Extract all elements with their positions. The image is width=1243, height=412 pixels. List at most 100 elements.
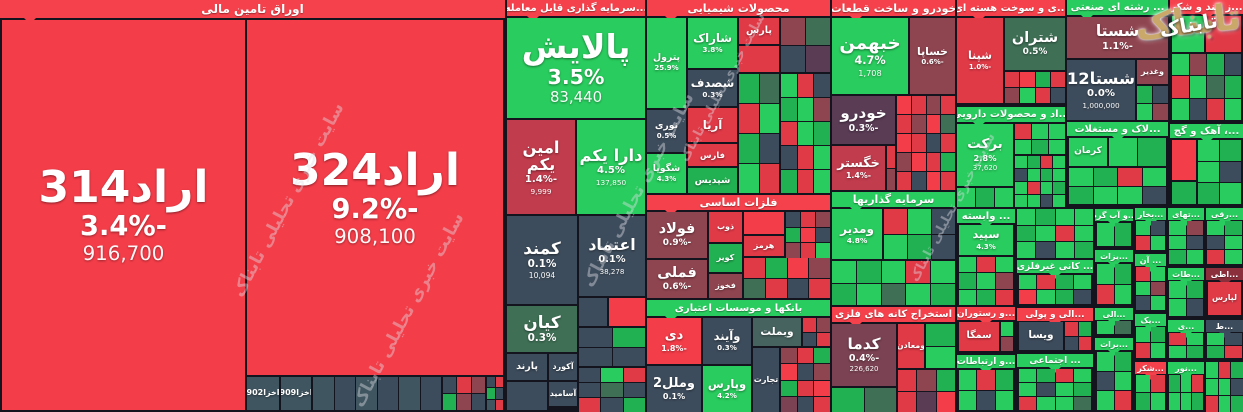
stock-mosaic-cell[interactable]	[1036, 225, 1055, 242]
stock-mosaic-cell[interactable]	[1037, 290, 1055, 304]
stock-tile-شصدف[interactable]: شصدف 0.3%	[688, 70, 737, 106]
stock-mosaic-cell[interactable]	[995, 289, 1013, 305]
stock-mosaic-cell[interactable]	[936, 391, 955, 412]
stock-tile-سپید[interactable]: سپید 4.3%	[959, 225, 1013, 255]
stock-tile-اراد314[interactable]: اراد314 -3.4% 916,700	[2, 20, 245, 410]
stock-mosaic-cell[interactable]	[897, 96, 911, 114]
stock-mosaic-cell[interactable]	[1037, 369, 1055, 382]
sector-header-shekar[interactable]: ...شکر	[1135, 362, 1166, 374]
stock-tile-کویر[interactable]: کویر	[709, 244, 742, 272]
stock-mosaic-cell[interactable]	[1015, 195, 1027, 207]
stock-mosaic-cell[interactable]	[1231, 396, 1243, 412]
stock-mosaic-cell[interactable]	[1020, 72, 1035, 87]
stock-mosaic-cell[interactable]	[1137, 86, 1152, 103]
stock-tile-وملل2[interactable]: وملل2 0.1%	[647, 366, 701, 412]
stock-mosaic-cell[interactable]	[1118, 168, 1142, 186]
stock-mosaic-cell[interactable]	[507, 382, 547, 410]
sector-header-mali[interactable]: ...الی	[1095, 308, 1133, 320]
stock-tile-پالایش[interactable]: پالایش 3.5% 83,440	[507, 18, 645, 118]
stock-tile-وپارس[interactable]: وپارس 4.2%	[703, 366, 751, 412]
stock-tile-خودرو[interactable]: خودرو -0.3%	[832, 96, 895, 144]
stock-mosaic-cell[interactable]	[1172, 16, 1204, 52]
stock-mosaic-cell[interactable]	[1224, 98, 1241, 120]
stock-mosaic-cell[interactable]	[1136, 296, 1150, 310]
stock-mosaic-cell[interactable]	[1017, 242, 1036, 258]
stock-mosaic-cell[interactable]	[1186, 235, 1203, 250]
stock-mosaic-cell[interactable]	[797, 122, 814, 145]
sector-header-metals[interactable]: فلزات اساسی	[647, 195, 830, 210]
stock-mosaic-cell[interactable]	[1136, 393, 1150, 410]
stock-mosaic-cell[interactable]	[797, 396, 814, 412]
stock-mosaic-cell[interactable]	[1169, 235, 1186, 250]
stock-mosaic-cell[interactable]	[781, 74, 797, 97]
stock-tile-امین یکم[interactable]: امین یکم -1.4% 9,999	[507, 120, 575, 214]
stock-mosaic-cell[interactable]	[1169, 299, 1186, 316]
sector-header-telecom[interactable]: ...برات	[1095, 338, 1133, 350]
stock-mosaic-cell[interactable]	[1180, 375, 1192, 392]
stock-mosaic-cell[interactable]	[1055, 369, 1073, 382]
stock-mosaic-cell[interactable]	[1050, 72, 1065, 87]
stock-tile-سمگا[interactable]: سمگا	[959, 322, 999, 351]
stock-mosaic-cell[interactable]	[1220, 183, 1241, 204]
stock-mosaic-cell[interactable]	[1151, 236, 1165, 250]
stock-mosaic-cell[interactable]	[1049, 124, 1065, 139]
stock-mosaic-cell[interactable]	[1136, 236, 1150, 250]
stock-mosaic-cell[interactable]	[814, 74, 830, 97]
stock-mosaic-cell[interactable]	[765, 258, 787, 278]
stock-mosaic-cell[interactable]	[1040, 169, 1053, 181]
stock-mosaic-cell[interactable]	[801, 227, 815, 243]
stock-mosaic-cell[interactable]	[623, 398, 645, 412]
stock-tile-هرمز[interactable]: هرمز	[744, 236, 784, 256]
stock-tile-برکت[interactable]: برکت 2.8% 37,620	[957, 124, 1013, 186]
sector-header-tahai[interactable]: ...تهای	[1168, 208, 1204, 220]
stock-mosaic-cell[interactable]	[1053, 195, 1065, 207]
stock-mosaic-cell[interactable]	[420, 377, 441, 410]
stock-mosaic-cell[interactable]	[1055, 242, 1074, 258]
stock-mosaic-cell[interactable]	[487, 388, 495, 399]
stock-mosaic-cell[interactable]	[1136, 281, 1150, 296]
stock-mosaic-cell[interactable]	[1055, 383, 1073, 396]
stock-mosaic-cell[interactable]	[1053, 169, 1065, 181]
stock-mosaic-cell[interactable]	[908, 234, 931, 259]
stock-mosaic-cell[interactable]	[884, 234, 907, 259]
stock-mosaic-cell[interactable]	[1015, 169, 1027, 181]
stock-mosaic-cell[interactable]	[612, 328, 645, 347]
stock-mosaic-cell[interactable]	[1074, 209, 1093, 225]
stock-mosaic-cell[interactable]	[786, 227, 800, 243]
stock-mosaic-cell[interactable]	[495, 399, 503, 410]
stock-mosaic-cell[interactable]	[1078, 322, 1091, 336]
stock-tile-خگستر[interactable]: خگستر -1.4%	[832, 146, 885, 190]
stock-mosaic-cell[interactable]	[1055, 209, 1074, 225]
sector-header-real-estate[interactable]: ...لاک و مستغلات	[1067, 122, 1168, 136]
stock-mosaic-cell[interactable]	[1172, 98, 1189, 120]
stock-mosaic-cell[interactable]	[977, 390, 995, 410]
stock-mosaic-cell[interactable]	[832, 283, 856, 305]
stock-mosaic-cell[interactable]	[1015, 156, 1027, 168]
stock-mosaic-cell[interactable]	[977, 257, 995, 273]
stock-mosaic-cell[interactable]	[1065, 322, 1078, 336]
stock-mosaic-cell[interactable]	[898, 370, 917, 391]
stock-mosaic-cell[interactable]	[941, 172, 955, 190]
stock-mosaic-cell[interactable]	[957, 188, 975, 207]
stock-mosaic-cell[interactable]	[1032, 139, 1048, 154]
stock-mosaic-cell[interactable]	[1040, 156, 1053, 168]
stock-mosaic-cell[interactable]	[995, 188, 1013, 207]
stock-mosaic-cell[interactable]	[1040, 182, 1053, 194]
sector-header-auto[interactable]: خودرو و ساخت قطعات	[832, 0, 955, 16]
stock-tile-کدما[interactable]: کدما -0.4% 226,620	[832, 324, 896, 386]
stock-mosaic-cell[interactable]	[1169, 393, 1180, 410]
stock-mosaic-cell[interactable]	[1138, 138, 1166, 166]
stock-mosaic-cell[interactable]	[1093, 168, 1117, 186]
stock-mosaic-cell[interactable]	[917, 391, 936, 412]
stock-mosaic-cell[interactable]	[1172, 182, 1196, 204]
stock-mosaic-cell[interactable]	[926, 96, 941, 114]
stock-mosaic-cell[interactable]	[1073, 369, 1091, 382]
stock-mosaic-cell[interactable]	[897, 172, 911, 190]
stock-mosaic-cell[interactable]	[911, 115, 926, 133]
stock-mosaic-cell[interactable]	[1020, 88, 1035, 103]
stock-mosaic-cell[interactable]	[959, 370, 977, 390]
stock-mosaic-cell[interactable]	[601, 383, 623, 397]
stock-mosaic-cell[interactable]	[959, 257, 977, 273]
stock-mosaic-cell[interactable]	[1169, 221, 1186, 235]
sector-header-nonmetal-mineral[interactable]: ... کانی غیرفلزی	[1017, 260, 1093, 273]
